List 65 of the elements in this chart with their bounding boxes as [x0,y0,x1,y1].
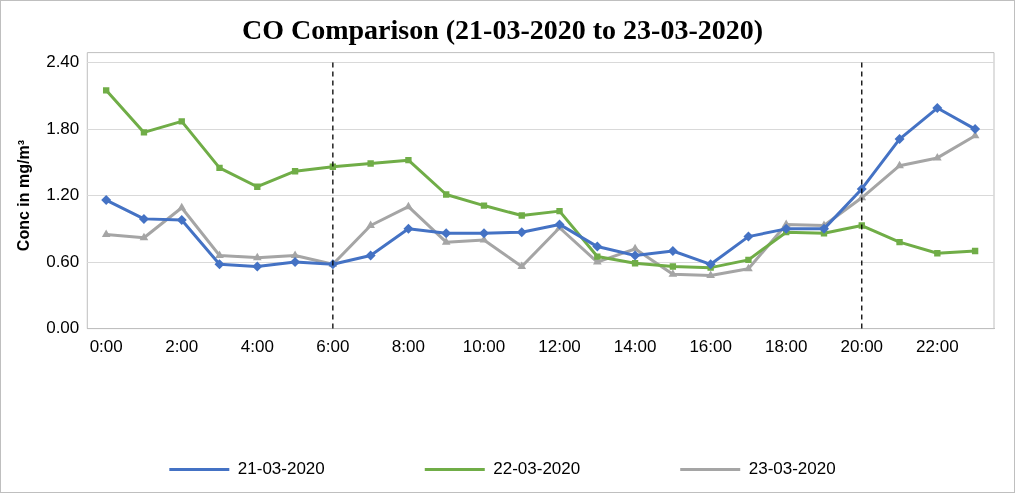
point [404,201,413,210]
point [480,202,488,209]
point [366,220,375,229]
point [518,212,525,219]
y-axis-title: Conc in mg/m³ [15,140,33,252]
point [743,231,754,242]
point [405,156,412,164]
point [178,118,185,125]
y-tick-label: 1.20 [46,185,80,205]
point [101,229,111,237]
point [895,160,904,169]
point [403,223,414,234]
point [441,237,451,245]
point [706,270,715,278]
point [744,263,753,272]
point [367,160,374,167]
y-tick-label: 2.40 [46,52,80,72]
legend-label: 21-03-2020 [237,459,325,479]
legend-label: 23-03-2020 [748,459,836,479]
legend-label: 22-03-2020 [493,459,581,479]
x-tick-label: 4:00 [240,337,274,357]
point [517,261,527,270]
x-tick-label: 12:00 [538,337,581,357]
point [630,243,640,252]
point [139,232,149,241]
y-tick-label: 1.80 [46,118,80,138]
x-tick-label: 22:00 [916,337,959,357]
point [443,191,450,198]
point [556,207,563,215]
point [858,222,865,229]
point [138,213,149,224]
point [592,241,603,252]
x-tick-label: 2:00 [165,337,199,357]
point [970,124,981,135]
point [668,269,678,277]
point [365,250,376,261]
y-tick-label: 0.60 [46,251,80,271]
point [140,129,148,136]
x-tick-label: 10:00 [462,337,506,357]
point [896,238,903,246]
point [894,134,905,145]
point [745,256,752,264]
point [705,259,716,270]
point [101,195,112,206]
point [290,250,300,258]
point [216,164,223,172]
point [932,103,943,114]
x-tick-label: 16:00 [689,337,732,357]
point [934,250,941,257]
point [215,250,224,258]
x-tick-label: 18:00 [764,337,808,357]
point [669,263,677,270]
point [252,261,263,272]
point [594,253,601,260]
x-tick-label: 14:00 [613,337,657,357]
x-tick-label: 0:00 [89,337,123,357]
point [252,252,262,261]
point [933,152,942,161]
x-tick-label: 8:00 [391,337,425,357]
x-tick-label: 6:00 [316,337,350,357]
x-tick-label: 20:00 [840,337,884,357]
y-tick-label: 0.00 [46,318,80,338]
point [630,250,641,261]
chart-title: CO Comparison (21-03-2020 to 23-03-2020) [241,14,764,46]
point [177,202,187,211]
